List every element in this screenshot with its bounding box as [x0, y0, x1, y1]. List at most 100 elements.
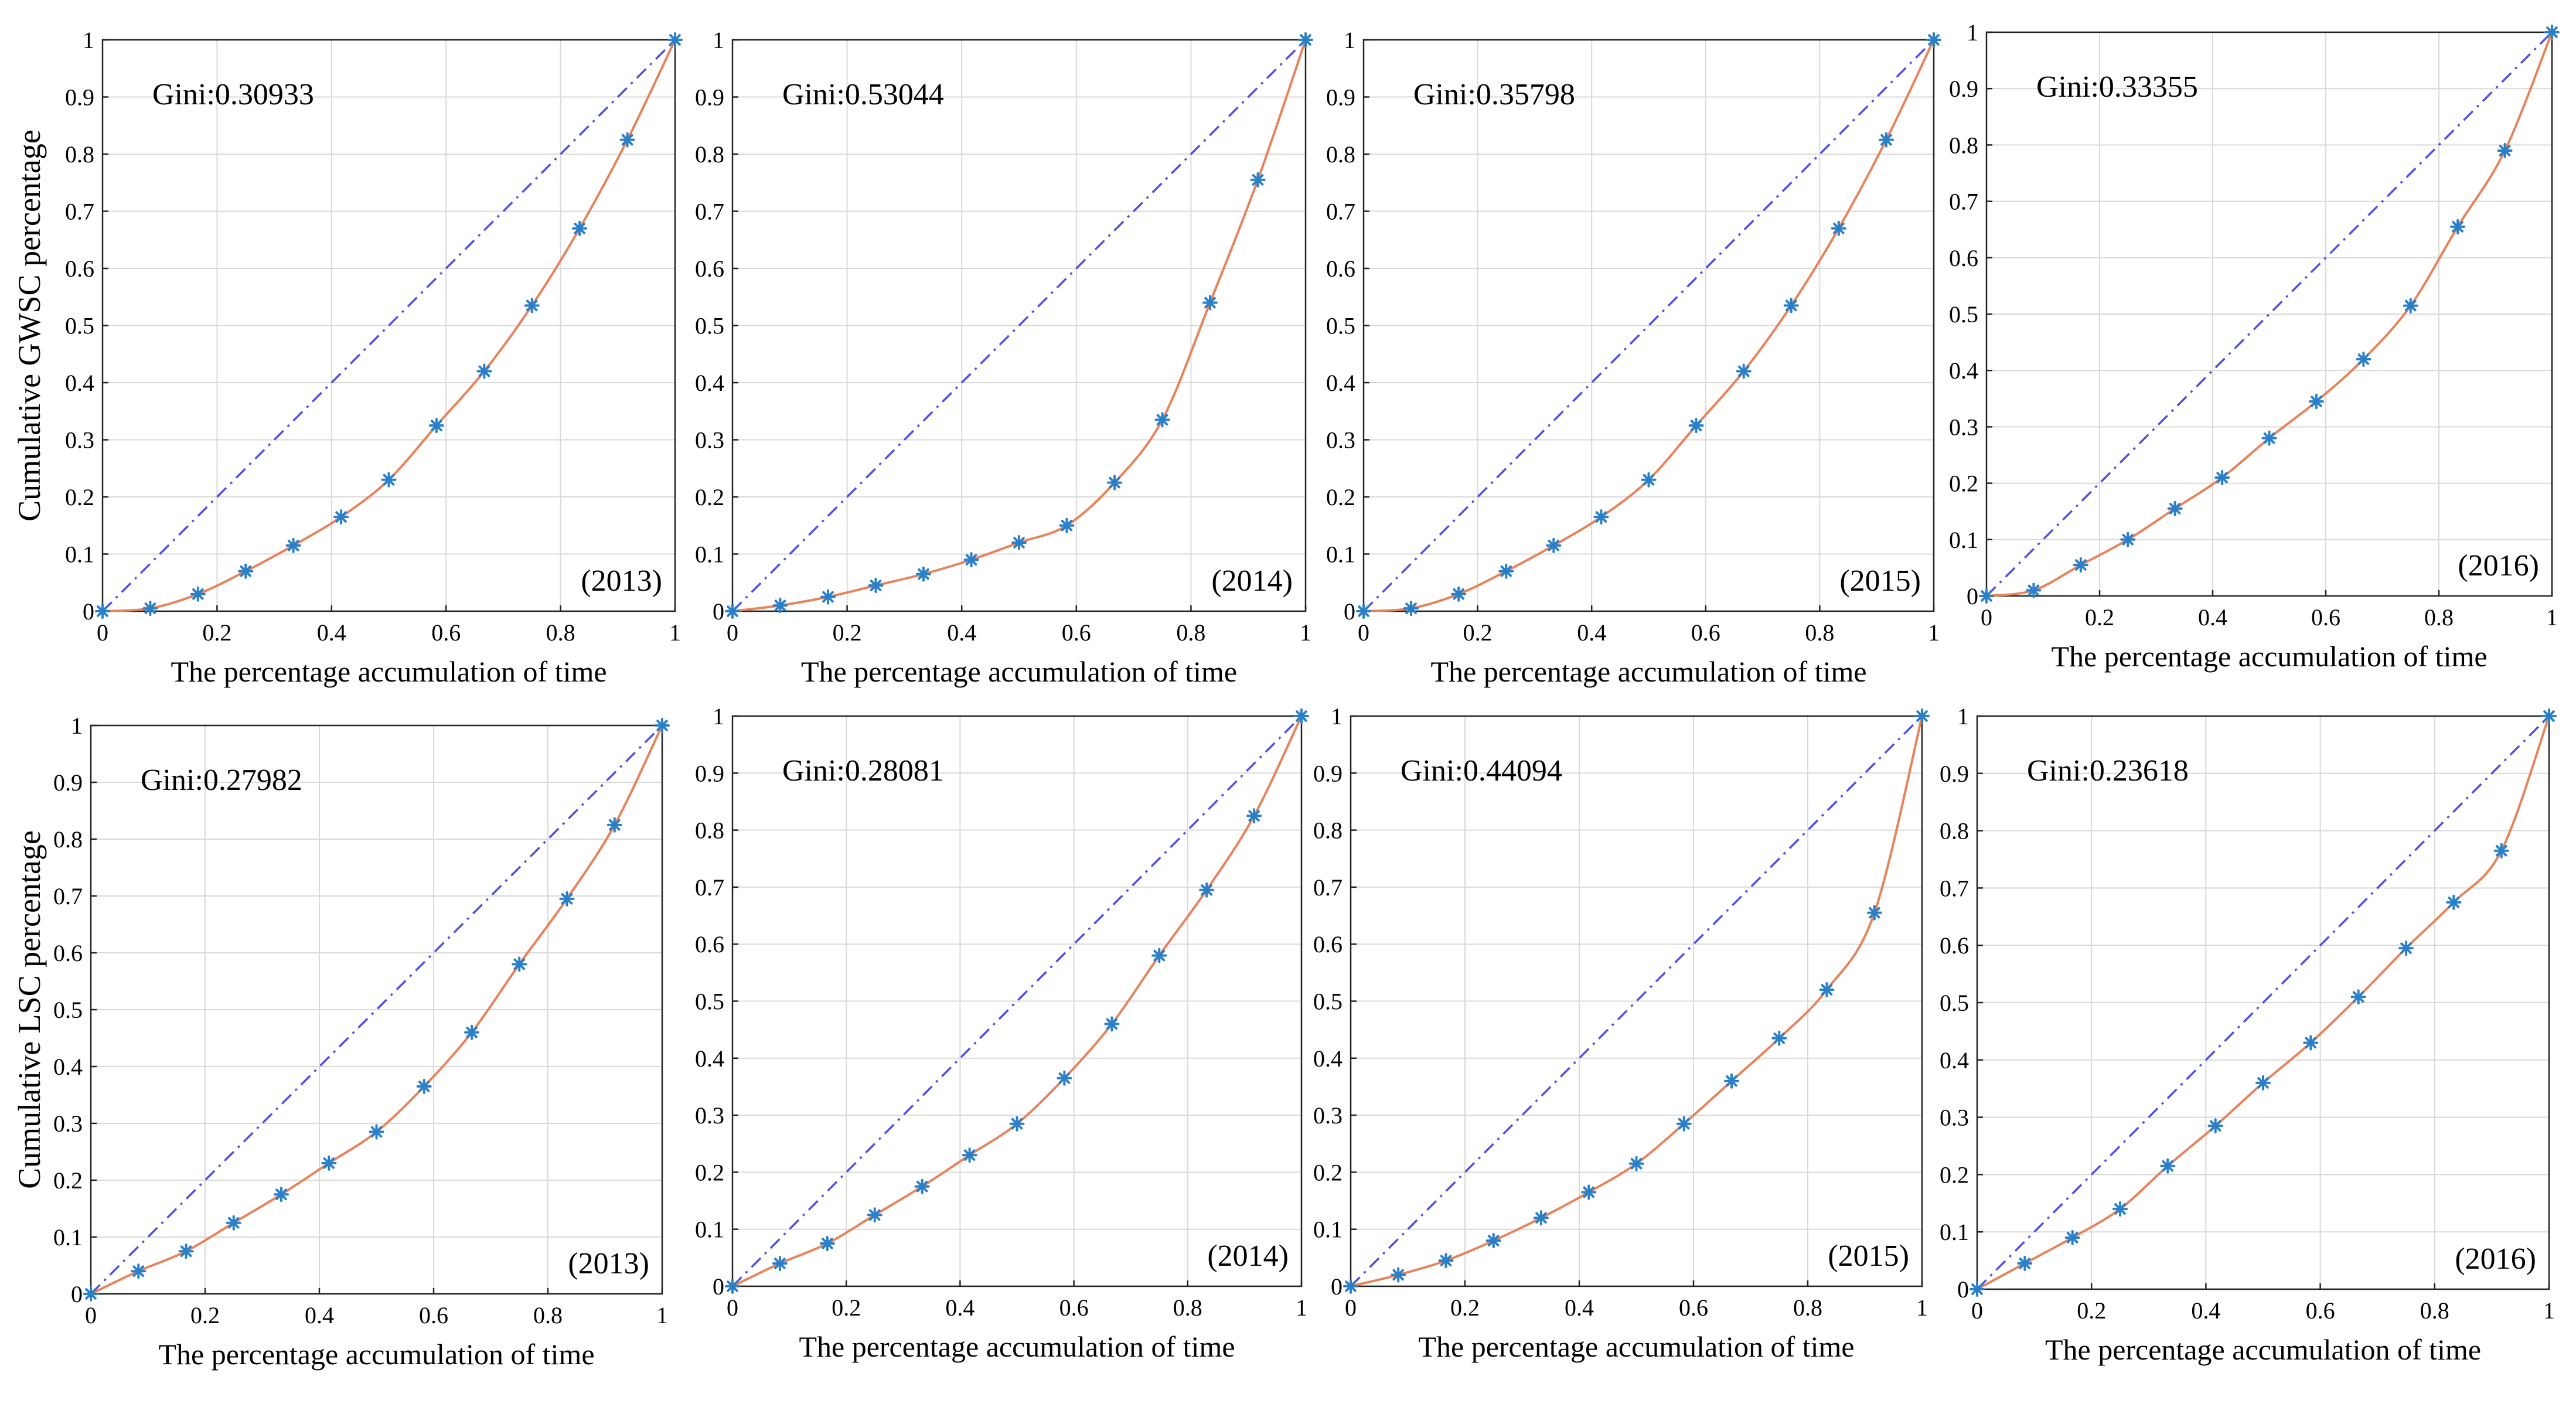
- y-tick-label: 0.3: [695, 1102, 724, 1129]
- x-tick-label: 1: [2546, 604, 2558, 631]
- equality-line: [1976, 715, 2550, 1290]
- data-point-marker: [1628, 1156, 1644, 1171]
- x-tick-label: 0: [727, 619, 738, 646]
- data-point-marker: [273, 1187, 289, 1202]
- data-point-marker: [1057, 1070, 1072, 1086]
- y-tick-label: 0.7: [695, 874, 724, 901]
- y-tick-label: 1: [1967, 19, 1978, 46]
- y-tick-label: 0.5: [1326, 313, 1355, 339]
- x-tick-label: 0.6: [1062, 619, 1091, 646]
- gini-label: Gini:0.53044: [782, 78, 944, 111]
- data-point-marker: [1641, 472, 1657, 488]
- x-axis-label: The percentage accumulation of time: [1418, 1330, 1854, 1363]
- year-label: (2016): [2458, 549, 2539, 582]
- data-point-marker: [1866, 905, 1882, 921]
- y-tick-label: 0.2: [695, 1159, 724, 1185]
- y-tick-label: 0.3: [1313, 1102, 1342, 1129]
- data-point-marker: [95, 604, 110, 619]
- data-point-marker: [2112, 1201, 2128, 1217]
- y-tick-label: 0.7: [1940, 875, 1969, 901]
- y-tick-label: 0.8: [1326, 141, 1355, 168]
- x-tick-label: 0.8: [1176, 619, 1205, 646]
- data-point-marker: [1485, 1233, 1501, 1249]
- lorenz-curve: [732, 39, 1307, 612]
- data-point-marker: [914, 1178, 930, 1194]
- x-tick-label: 0: [85, 1302, 97, 1328]
- data-point-marker: [1009, 1116, 1025, 1132]
- data-point-marker: [2160, 1158, 2176, 1174]
- y-tick-label: 0.4: [1326, 370, 1355, 396]
- year-label: (2015): [1828, 1239, 1909, 1273]
- data-point-marker: [2255, 1075, 2271, 1091]
- year-label: (2014): [1211, 564, 1293, 598]
- year-label: (2014): [1207, 1239, 1289, 1273]
- y-tick-label: 1: [83, 27, 94, 53]
- y-tick-label: 0.8: [695, 817, 724, 844]
- y-tick-label: 0.9: [1949, 76, 1978, 102]
- y-tick-label: 0.2: [53, 1167, 83, 1194]
- x-tick-label: 0.6: [1059, 1294, 1089, 1321]
- data-point-marker: [772, 1256, 788, 1272]
- x-tick-label: 0.4: [317, 619, 346, 646]
- y-tick-label: 1: [1957, 703, 1969, 730]
- y-tick-label: 0.3: [65, 427, 94, 454]
- data-point-marker: [2544, 25, 2560, 40]
- y-tick-label: 0.6: [65, 255, 94, 282]
- y-tick-label: 0.6: [53, 940, 83, 966]
- x-tick-label: 0.2: [1450, 1294, 1480, 1321]
- data-point-marker: [1011, 535, 1027, 550]
- data-point-marker: [619, 132, 635, 148]
- y-tick-label: 0.9: [1940, 761, 1969, 787]
- data-point-marker: [381, 472, 397, 488]
- data-point-marker: [2261, 430, 2277, 446]
- data-point-marker: [2541, 708, 2557, 724]
- y-tick-label: 0.5: [695, 989, 724, 1015]
- y-tick-label: 0.4: [695, 1045, 724, 1072]
- data-point-marker: [1403, 601, 1419, 616]
- chart-panel-5: 0 0.1 0.2 0.3 0.4 0.5 0.6 0.7 0.8 0.9 1 0 0.2 0.4 0.6 0…: [12, 713, 670, 1371]
- y-tick-label: 0: [1957, 1276, 1969, 1303]
- data-point-marker: [1783, 298, 1799, 314]
- data-point-marker: [1107, 475, 1123, 490]
- data-point-marker: [83, 1286, 98, 1301]
- y-tick-label: 0.4: [1313, 1045, 1342, 1072]
- x-tick-label: 0.4: [305, 1302, 334, 1328]
- y-tick-label: 0.8: [695, 141, 724, 168]
- data-point-marker: [1970, 1282, 1985, 1297]
- x-axis-label: The percentage accumulation of time: [799, 1330, 1235, 1363]
- data-point-marker: [1059, 517, 1075, 533]
- data-point-marker: [2350, 989, 2366, 1005]
- x-tick-label: 0.6: [431, 619, 461, 646]
- x-tick-label: 0.6: [1679, 1294, 1708, 1321]
- x-tick-label: 1: [1300, 619, 1311, 646]
- data-point-marker: [772, 598, 788, 614]
- y-tick-label: 0.6: [1949, 245, 1978, 271]
- y-tick-label: 1: [71, 713, 83, 739]
- y-tick-label: 0.5: [1949, 301, 1978, 328]
- y-tick-label: 0.8: [1940, 818, 1969, 844]
- data-point-marker: [820, 589, 836, 605]
- data-point-marker: [725, 604, 740, 619]
- y-tick-label: 0: [713, 1273, 724, 1300]
- data-point-marker: [1979, 588, 1994, 604]
- y-tick-label: 0.1: [65, 541, 94, 568]
- data-point-marker: [321, 1155, 337, 1171]
- data-point-marker: [2398, 941, 2414, 956]
- data-point-marker: [1154, 412, 1170, 428]
- data-point-marker: [1343, 1279, 1358, 1294]
- data-point-marker: [464, 1024, 480, 1040]
- data-point-marker: [2308, 394, 2324, 410]
- y-tick-label: 0.7: [65, 199, 94, 225]
- y-tick-label: 0.6: [695, 931, 724, 958]
- data-point-marker: [2017, 1255, 2033, 1271]
- y-tick-label: 0: [1344, 598, 1355, 625]
- data-point-marker: [1736, 363, 1752, 379]
- y-tick-label: 0: [713, 598, 724, 625]
- y-tick-label: 0.6: [695, 255, 724, 282]
- x-tick-label: 0.8: [1173, 1294, 1202, 1321]
- x-tick-label: 0.8: [2420, 1297, 2449, 1324]
- y-tick-label: 0.1: [1313, 1217, 1342, 1243]
- y-tick-label: 1: [713, 27, 724, 53]
- x-tick-label: 0.2: [2085, 604, 2114, 631]
